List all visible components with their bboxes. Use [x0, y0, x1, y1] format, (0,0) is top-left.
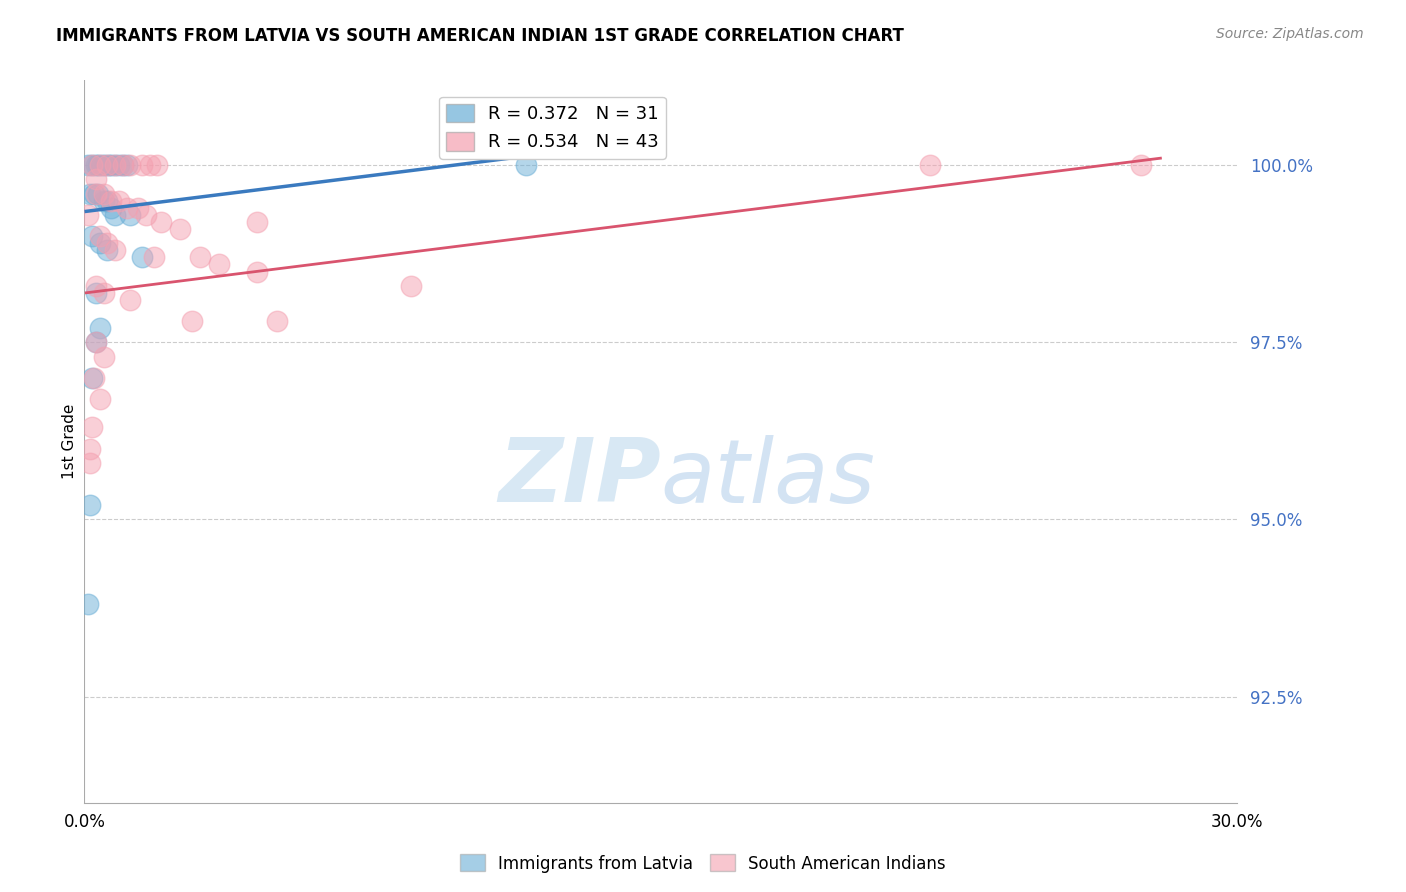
- Point: [93, 285, 115, 300]
- Point: [150, 215, 173, 229]
- Point: [111, 158, 134, 172]
- Point: [120, 158, 142, 172]
- Point: [115, 201, 138, 215]
- Point: [135, 208, 157, 222]
- Point: [77, 598, 100, 612]
- Point: [108, 194, 131, 208]
- Point: [89, 236, 111, 251]
- Point: [104, 244, 127, 258]
- Point: [100, 194, 122, 208]
- Point: [87, 186, 110, 201]
- Point: [79, 442, 101, 456]
- Point: [98, 158, 121, 172]
- Point: [131, 158, 153, 172]
- Point: [84, 335, 107, 350]
- Point: [115, 158, 138, 172]
- Text: atlas: atlas: [661, 434, 876, 521]
- Point: [80, 158, 103, 172]
- Point: [104, 208, 127, 222]
- Point: [208, 257, 231, 271]
- Text: ZIP: ZIP: [498, 434, 661, 521]
- Point: [79, 498, 101, 512]
- Point: [96, 194, 118, 208]
- Text: IMMIGRANTS FROM LATVIA VS SOUTH AMERICAN INDIAN 1ST GRADE CORRELATION CHART: IMMIGRANTS FROM LATVIA VS SOUTH AMERICAN…: [56, 27, 904, 45]
- Point: [89, 321, 111, 335]
- Point: [83, 186, 105, 201]
- Legend: Immigrants from Latvia, South American Indians: Immigrants from Latvia, South American I…: [453, 847, 953, 880]
- Point: [918, 158, 941, 172]
- Point: [84, 278, 107, 293]
- Point: [246, 264, 269, 278]
- Y-axis label: 1st Grade: 1st Grade: [62, 404, 77, 479]
- Point: [169, 222, 191, 236]
- Point: [79, 456, 101, 470]
- Point: [93, 186, 115, 201]
- Point: [84, 186, 107, 201]
- Point: [96, 244, 118, 258]
- Point: [266, 314, 288, 328]
- Point: [80, 371, 103, 385]
- Point: [89, 158, 111, 172]
- Point: [80, 158, 103, 172]
- Point: [100, 158, 122, 172]
- Point: [93, 350, 115, 364]
- Point: [108, 158, 131, 172]
- Point: [104, 158, 127, 172]
- Point: [111, 158, 134, 172]
- Point: [84, 335, 107, 350]
- Point: [515, 158, 537, 172]
- Point: [87, 158, 110, 172]
- Point: [80, 229, 103, 244]
- Point: [80, 420, 103, 434]
- Point: [100, 201, 122, 215]
- Point: [246, 215, 269, 229]
- Point: [84, 172, 107, 186]
- Point: [89, 392, 111, 406]
- Point: [77, 158, 100, 172]
- Point: [120, 208, 142, 222]
- Point: [93, 194, 115, 208]
- Point: [131, 251, 153, 265]
- Point: [83, 371, 105, 385]
- Point: [89, 229, 111, 244]
- Point: [188, 251, 211, 265]
- Point: [142, 251, 165, 265]
- Point: [96, 158, 118, 172]
- Point: [84, 285, 107, 300]
- Point: [127, 201, 149, 215]
- Point: [399, 278, 422, 293]
- Point: [90, 158, 112, 172]
- Legend: R = 0.372   N = 31, R = 0.534   N = 43: R = 0.372 N = 31, R = 0.534 N = 43: [439, 96, 666, 159]
- Point: [94, 158, 117, 172]
- Point: [84, 158, 107, 172]
- Point: [79, 186, 101, 201]
- Point: [181, 314, 204, 328]
- Point: [146, 158, 169, 172]
- Point: [1130, 158, 1153, 172]
- Point: [96, 236, 118, 251]
- Point: [120, 293, 142, 307]
- Point: [138, 158, 160, 172]
- Point: [77, 208, 100, 222]
- Text: Source: ZipAtlas.com: Source: ZipAtlas.com: [1216, 27, 1364, 41]
- Point: [104, 158, 127, 172]
